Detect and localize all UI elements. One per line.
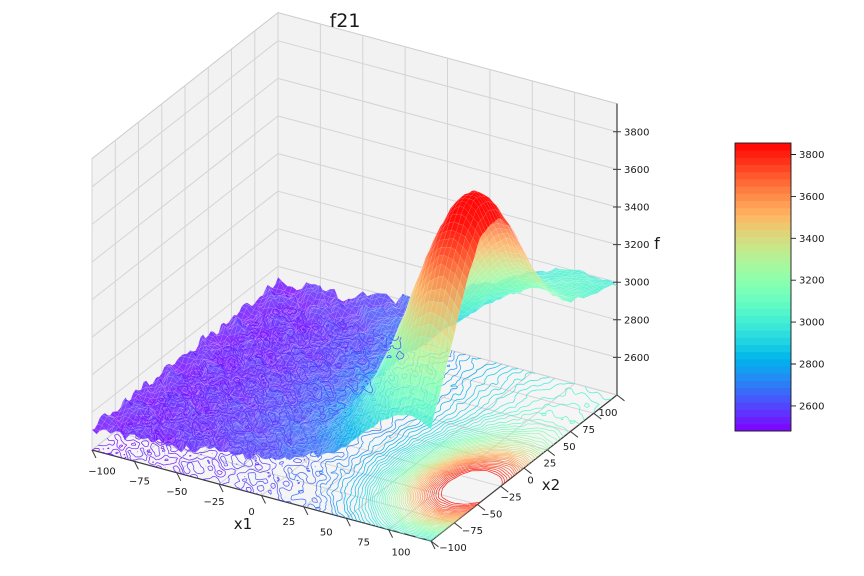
plot-title: f21 [330, 10, 361, 32]
f-tick-label: 3600 [624, 165, 649, 176]
f-tick-label: 3200 [624, 240, 649, 251]
x2-tick-label: 0 [527, 476, 533, 487]
floor-contour-projection [273, 338, 617, 541]
x2-tick-label: 100 [598, 408, 617, 419]
x1-tick-label: 0 [248, 507, 254, 518]
f-tick-label: 3000 [624, 278, 649, 289]
f-axis-label: f [654, 234, 660, 253]
surface-mesh [91, 190, 618, 461]
x1-tick-label: −25 [204, 497, 225, 508]
x2-tick-label: 50 [563, 442, 576, 453]
x2-tick-label: −50 [481, 509, 502, 520]
f-tick-label: 3800 [624, 127, 649, 138]
x1-tick-label: 75 [357, 537, 370, 548]
x1-tick-label: 100 [391, 548, 410, 559]
x2-tick-label: −100 [439, 543, 466, 554]
x1-tick-label: −100 [88, 467, 115, 478]
f-tick-label: 3400 [624, 203, 649, 214]
colorbar-tick-label: 2600 [799, 401, 824, 412]
x2-tick-label: 25 [544, 459, 557, 470]
floor-contour-projection-low-levels [92, 305, 405, 501]
x2-axis-label: x2 [542, 476, 560, 494]
colorbar-tick-label: 3600 [799, 192, 824, 203]
colorbar-tick-label: 3800 [799, 150, 824, 161]
f-tick-label: 2600 [624, 353, 649, 364]
x1-tick-label: 25 [283, 517, 296, 528]
x1-axis-label: x1 [234, 515, 252, 533]
x1-tick-label: 50 [320, 527, 333, 538]
x2-tick-label: −25 [501, 492, 522, 503]
x1-tick-label: −75 [129, 477, 150, 488]
x2-tick-label: −75 [462, 526, 483, 537]
colorbar-tick-label: 2800 [799, 360, 824, 371]
colorbar-tick-label: 3000 [799, 318, 824, 329]
colorbar-tick-label: 3200 [799, 276, 824, 287]
colorbar-tick-label: 3400 [799, 234, 824, 245]
f-tick-label: 2800 [624, 315, 649, 326]
colorbar: 2600 2800 3000 3200 3400 3600 3800 [734, 142, 824, 432]
x1-tick-label: −50 [166, 487, 187, 498]
x2-tick-label: 75 [582, 425, 595, 436]
